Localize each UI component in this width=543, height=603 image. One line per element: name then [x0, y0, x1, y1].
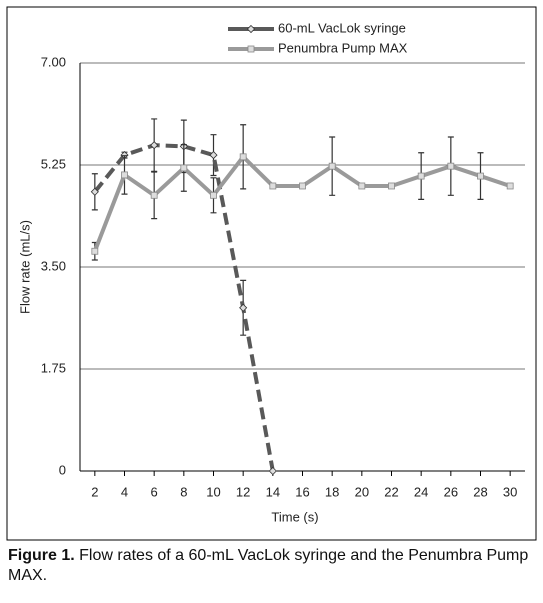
x-tick-label: 12 — [236, 484, 250, 499]
marker — [417, 172, 425, 180]
marker — [209, 151, 218, 160]
y-tick-label: 0 — [59, 462, 66, 477]
marker — [239, 153, 247, 161]
marker — [299, 182, 306, 190]
caption-label: Figure 1. — [8, 547, 75, 564]
legend-marker — [247, 45, 255, 53]
marker — [506, 182, 514, 190]
marker — [90, 187, 99, 196]
x-tick-label: 28 — [473, 484, 487, 499]
legend-label: 60-mL VacLok syringe — [278, 20, 406, 35]
frame — [6, 6, 537, 541]
marker — [91, 247, 99, 255]
x-tick-label: 6 — [151, 484, 158, 499]
marker — [477, 172, 484, 180]
marker — [210, 191, 217, 199]
y-tick-label: 7.00 — [41, 54, 66, 69]
x-tick-label: 8 — [180, 484, 187, 499]
x-tick-label: 4 — [121, 484, 128, 499]
marker — [239, 303, 248, 312]
x-tick-label: 14 — [266, 484, 280, 499]
marker — [268, 466, 277, 476]
caption: Figure 1. Flow rates of a 60-mL VacLok s… — [8, 546, 538, 586]
caption-text: Flow rates of a 60-mL VacLok syringe and… — [8, 547, 529, 584]
y-tick-label: 3.50 — [41, 258, 66, 273]
legend-label: Penumbra Pump MAX — [278, 40, 408, 55]
x-tick-label: 18 — [325, 484, 339, 499]
x-tick-label: 26 — [444, 484, 458, 499]
x-tick-label: 20 — [355, 484, 369, 499]
marker — [150, 191, 158, 199]
x-tick-label: 16 — [295, 484, 309, 499]
marker — [358, 182, 366, 190]
marker — [447, 162, 455, 170]
y-tick-label: 5.25 — [41, 156, 66, 171]
x-tick-label: 22 — [384, 484, 398, 499]
marker — [121, 171, 128, 179]
marker — [388, 182, 395, 190]
x-tick-label: 30 — [503, 484, 517, 499]
x-axis-label: Time (s) — [271, 509, 318, 524]
marker — [269, 182, 277, 190]
x-tick-label: 2 — [91, 484, 98, 499]
chart: Time (s) Flow rate (mL/s) 0 1.75 3.50 5.25 7… — [6, 6, 537, 541]
marker — [180, 164, 188, 172]
x-tick-label: 10 — [206, 484, 220, 499]
marker — [328, 162, 336, 170]
y-tick-label: 1.75 — [41, 360, 66, 375]
marker — [150, 141, 159, 150]
y-axis-label: Flow rate (mL/s) — [17, 220, 32, 314]
legend-marker — [246, 24, 256, 34]
x-tick-label: 24 — [414, 484, 428, 499]
